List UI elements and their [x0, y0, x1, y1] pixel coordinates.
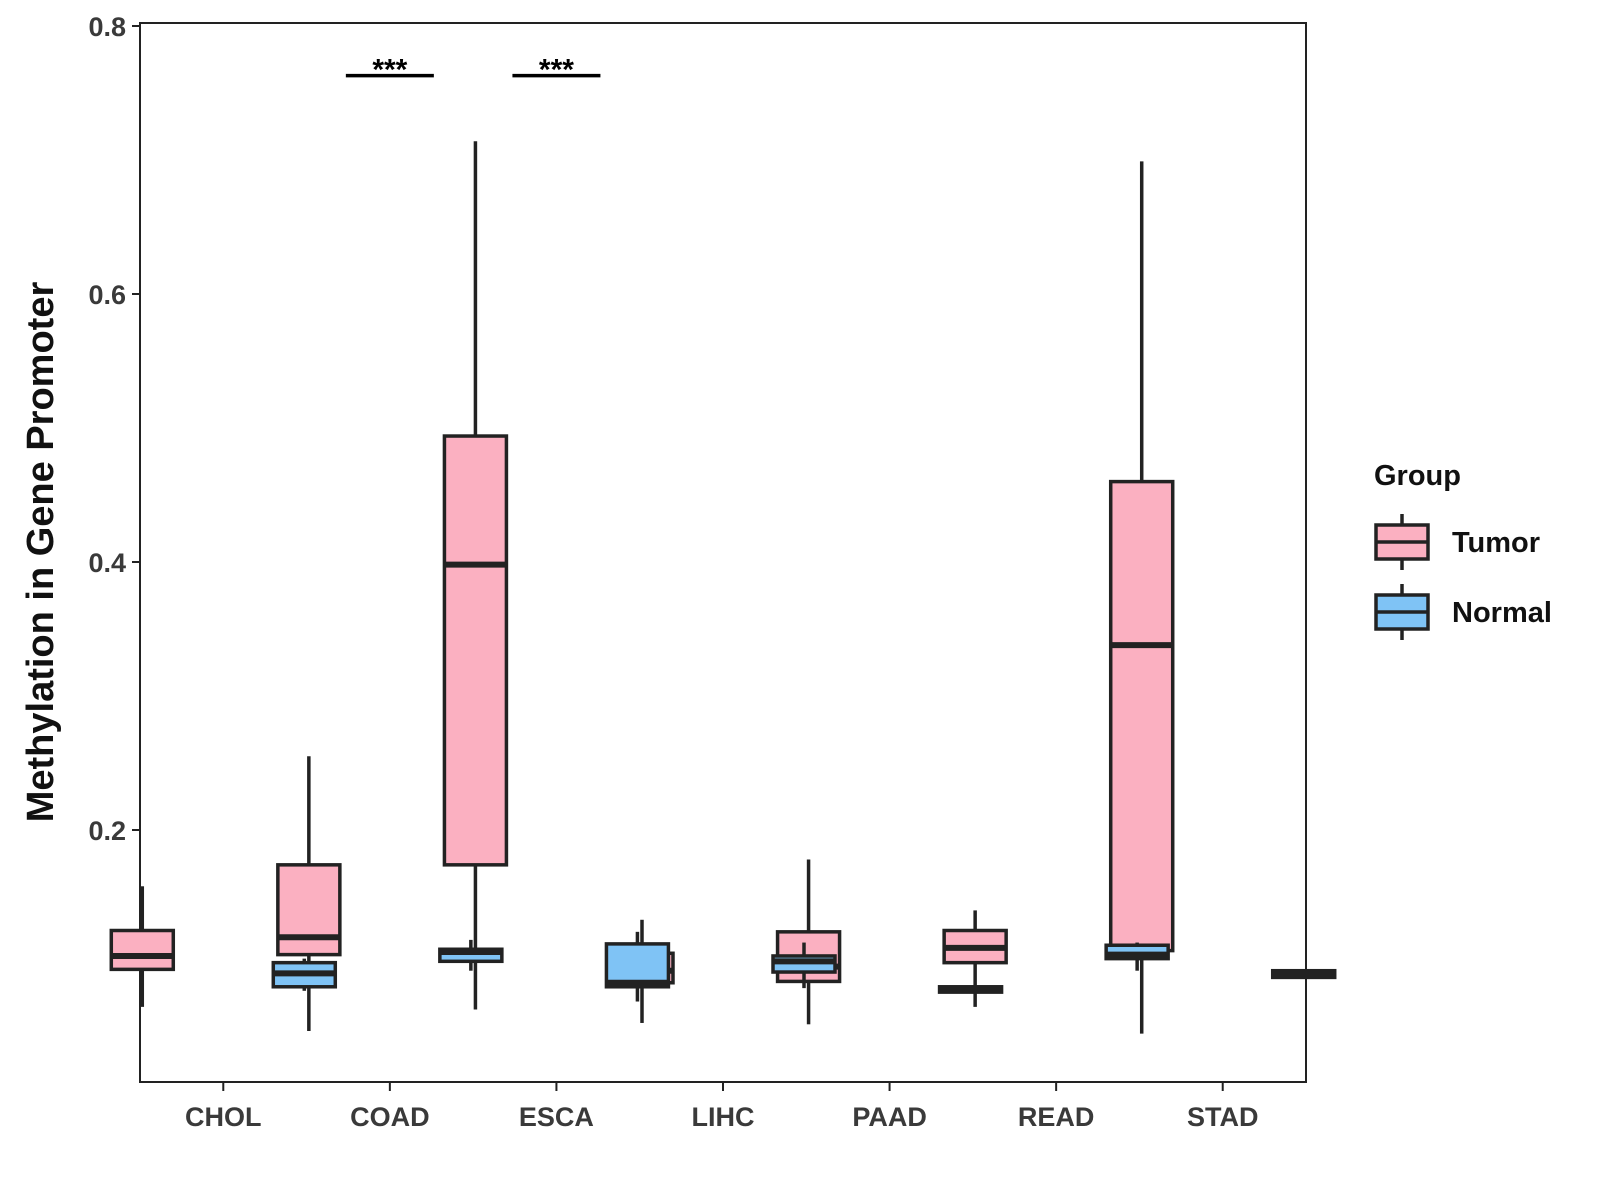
x-axis: CHOL COAD ESCA LIHC PAAD READ STAD [185, 1082, 1258, 1132]
box-normal-read [1104, 942, 1170, 971]
legend: Group Tumor Normal [1374, 460, 1552, 640]
box-tumor-coad [276, 756, 342, 1031]
legend-title: Group [1374, 460, 1461, 492]
box-iqr [442, 434, 509, 867]
box-iqr [276, 863, 342, 957]
box-normal-lihc [771, 942, 837, 989]
significance-esca: *** [512, 54, 601, 87]
box-iqr [604, 942, 671, 989]
significance-annotations: *** *** [345, 54, 601, 87]
legend-label-tumor: Tumor [1452, 527, 1540, 559]
legend-item-tumor: Tumor [1374, 514, 1540, 570]
box-tumor-stad [1108, 161, 1175, 1034]
y-tick-label: 0.6 [88, 280, 126, 310]
box-normal-esca [604, 931, 671, 1002]
legend-item-normal: Normal [1374, 584, 1552, 640]
x-tick-label-lihc: LIHC [692, 1102, 755, 1132]
boxes-layer [109, 141, 1337, 1034]
y-tick-label: 0.2 [88, 816, 126, 846]
x-tick-label-paad: PAAD [852, 1102, 927, 1132]
y-tick-label: 0.4 [88, 548, 126, 578]
box-normal-chol [271, 958, 338, 991]
box-tumor-esca [442, 141, 509, 1010]
y-axis: 0.2 0.4 0.6 0.8 [88, 12, 140, 846]
y-axis-title: Methylation in Gene Promoter [20, 282, 62, 823]
x-tick-label-coad: COAD [350, 1102, 430, 1132]
box-iqr [109, 928, 176, 972]
box-normal-coad [438, 939, 504, 971]
significance-coad: *** [345, 54, 434, 87]
box-iqr [1108, 479, 1175, 953]
box-tumor-chol [109, 886, 176, 1007]
legend-label-normal: Normal [1452, 597, 1552, 629]
significance-label: *** [539, 54, 574, 87]
box-tumor-read [942, 910, 1008, 1007]
x-tick-label-read: READ [1018, 1102, 1095, 1132]
significance-label: *** [372, 54, 407, 87]
box-normal-paad [937, 985, 1004, 994]
x-tick-label-esca: ESCA [519, 1102, 594, 1132]
x-tick-label-stad: STAD [1187, 1102, 1259, 1132]
box-normal-stad [1270, 968, 1337, 980]
x-tick-label-chol: CHOL [185, 1102, 262, 1132]
y-tick-label: 0.8 [88, 12, 126, 42]
